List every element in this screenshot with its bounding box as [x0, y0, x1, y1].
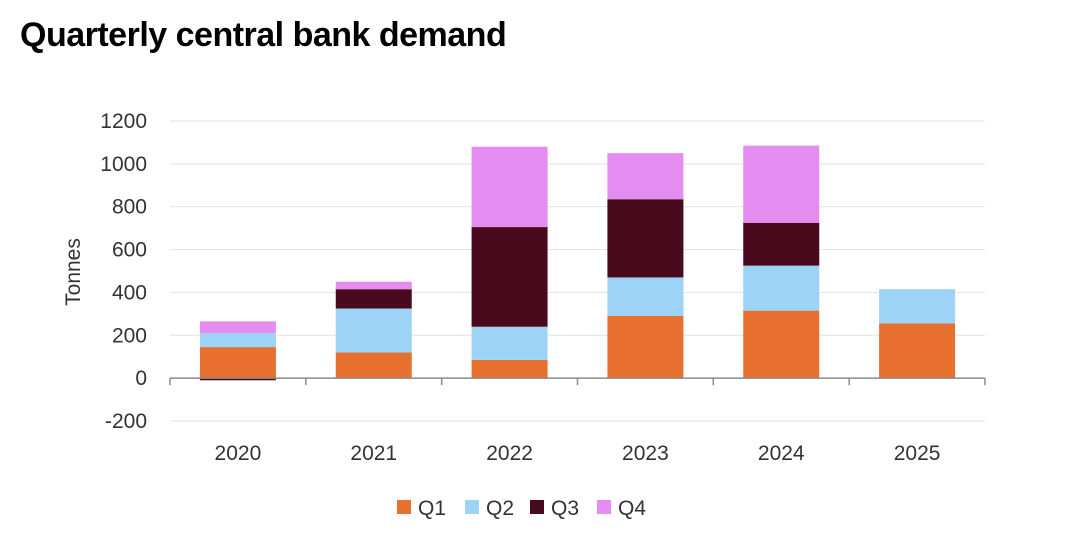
y-tick-label: 200 — [112, 324, 147, 347]
legend-label-q2: Q2 — [486, 497, 514, 520]
bar-q4-2024 — [743, 145, 820, 223]
y-tick-label: 800 — [112, 196, 147, 219]
tick-labels: 1200 1000 800 600 400 200 0 -200 2020 2021 2022 202… — [100, 110, 940, 465]
y-tick-label: 0 — [135, 367, 147, 390]
x-tick-label: 2024 — [758, 442, 805, 465]
axes — [169, 377, 986, 386]
bar-q4-2022 — [471, 146, 548, 228]
x-tick-label: 2021 — [350, 442, 397, 465]
bar-q2-2023 — [607, 277, 684, 316]
bar-q4-2020 — [199, 321, 276, 334]
bar-q1-2024 — [743, 310, 820, 379]
bar-q2-2021 — [335, 308, 412, 353]
bar-q3-2020 — [199, 378, 276, 381]
bar-q1-2023 — [607, 316, 684, 379]
legend: Q1 Q2 Q3 Q4 — [397, 497, 646, 520]
legend-label-q4: Q4 — [618, 497, 646, 520]
bar-q3-2024 — [743, 222, 820, 266]
y-tick-label: -200 — [105, 410, 147, 433]
bar-q3-2021 — [335, 289, 412, 309]
legend-swatch-q1 — [397, 500, 411, 514]
x-tick-label: 2023 — [622, 442, 669, 465]
bar-q1-2020 — [199, 347, 276, 379]
legend-label-q1: Q1 — [418, 497, 446, 520]
bar-q2-2024 — [743, 265, 820, 311]
bar-q4-2021 — [335, 281, 412, 290]
x-tick-label: 2025 — [894, 442, 941, 465]
bar-q3-2022 — [471, 227, 548, 327]
bar-q2-2020 — [199, 333, 276, 348]
bar-q1-2025 — [879, 323, 956, 379]
x-tick-label: 2022 — [486, 442, 533, 465]
bar-q1-2022 — [471, 359, 548, 379]
bar-q4-2023 — [607, 153, 684, 200]
bar-q1-2021 — [335, 352, 412, 379]
legend-swatch-q2 — [465, 500, 479, 514]
x-tick-label: 2020 — [215, 442, 262, 465]
y-tick-label: 600 — [112, 239, 147, 262]
y-tick-label: 1000 — [100, 153, 147, 176]
legend-swatch-q4 — [597, 500, 611, 514]
legend-swatch-q3 — [530, 500, 544, 514]
bar-q3-2023 — [607, 199, 684, 278]
legend-label-q3: Q3 — [551, 497, 579, 520]
bar-q2-2025 — [879, 289, 956, 324]
bars — [199, 145, 956, 381]
bar-q2-2022 — [471, 326, 548, 360]
gridlines — [170, 120, 985, 422]
chart-title: Quarterly central bank demand — [20, 16, 507, 54]
y-tick-label: 400 — [112, 281, 147, 304]
y-axis-label: Tonnes — [62, 238, 85, 306]
y-tick-label: 1200 — [100, 110, 147, 133]
